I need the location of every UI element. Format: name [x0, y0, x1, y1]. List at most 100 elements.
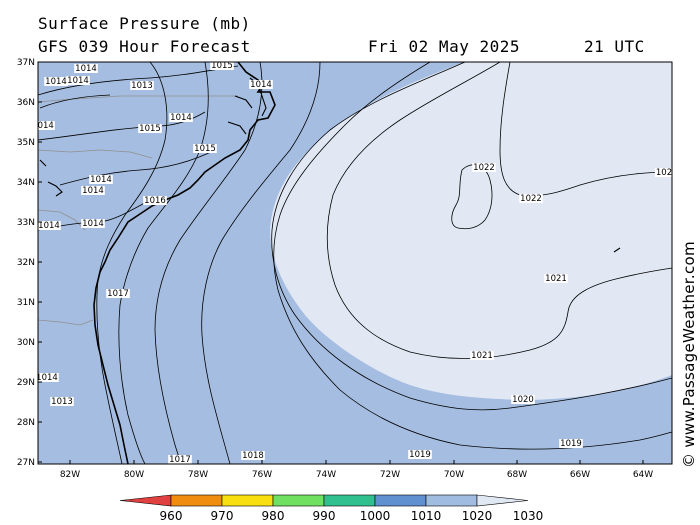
lon-label: 80W: [124, 470, 144, 480]
isobar-label-bg: [559, 439, 583, 448]
lon-label: 82W: [60, 470, 80, 480]
colorbar-label: 970: [211, 509, 234, 523]
lon-label: 66W: [570, 470, 590, 480]
colorbar-label: 980: [262, 509, 285, 523]
isobar-label: 1014: [67, 76, 89, 86]
isobar-label-bg: [38, 121, 55, 130]
isobar-label: 1014: [36, 373, 58, 383]
isobar-label: 1014: [90, 175, 112, 185]
isobar-label: 1014: [82, 186, 104, 196]
isobar-label: 1019: [409, 450, 431, 460]
map-frame: [37, 61, 673, 465]
lon-label: 72W: [380, 470, 400, 480]
colorbar-label: 1020: [462, 509, 493, 523]
colorbar-label: 1000: [360, 509, 391, 523]
lat-label: 36N: [17, 98, 35, 108]
isobar-label-bg: [44, 77, 68, 86]
state-borders: [38, 95, 238, 326]
pressure-band-1020: [270, 62, 672, 400]
colorbar-label: 960: [160, 509, 183, 523]
isobar-label: 1014: [170, 113, 192, 123]
lon-label: 64W: [633, 470, 653, 480]
isobar-label: 1017: [107, 289, 129, 299]
isobar-label: 1021: [471, 351, 493, 361]
isobar-label: 1014: [82, 219, 104, 229]
lat-label: 32N: [17, 258, 35, 268]
isobar-label-bg: [511, 395, 535, 404]
isobar-label: 102: [656, 168, 672, 178]
lat-label: 30N: [17, 338, 35, 348]
colorbar-segment: [374, 494, 427, 507]
isobar-label-bg: [66, 76, 90, 85]
isobar-label-bg: [130, 81, 154, 90]
colorbar-segment: [170, 494, 223, 507]
isobar-label-bg: [408, 450, 432, 459]
isobar-label-bg: [50, 397, 74, 406]
isobar-label-bg: [544, 274, 568, 283]
isobar-label-bg: [74, 64, 98, 73]
lat-label: 28N: [17, 418, 35, 428]
isobar-label-bg: [138, 124, 162, 133]
colorbar-label: 1030: [513, 509, 544, 523]
isobar-label-bg: [38, 373, 59, 382]
latitude-labels: 37N 36N 35N 34N 33N 32N 31N 30N 29N 28N 27N: [17, 58, 42, 468]
colorbar-label: 990: [313, 509, 336, 523]
isobar-label-bg: [168, 455, 192, 464]
isobar-label: 1022: [473, 163, 495, 173]
lon-label: 78W: [188, 470, 208, 480]
colorbar-segment: [323, 494, 376, 507]
isobar-label: 1017: [169, 455, 191, 465]
lat-label: 33N: [17, 218, 35, 228]
isobar-label-bg: [169, 113, 193, 122]
isobar-label-bg: [106, 289, 130, 298]
lat-label: 29N: [17, 378, 35, 388]
colorbar-segment: [272, 494, 325, 507]
isobar-label-bg: [143, 196, 167, 205]
isobar-label: 1018: [242, 451, 264, 461]
forecast-label: GFS 039 Hour Forecast: [38, 37, 251, 56]
isobar-label: 1015: [211, 61, 233, 71]
longitude-labels: 82W 80W 78W 76W 74W 72W 70W 68W 66W 64W: [60, 460, 653, 480]
lat-label: 31N: [17, 298, 35, 308]
lat-label: 35N: [17, 138, 35, 148]
forecast-date: Fri 02 May 2025: [368, 37, 520, 56]
lon-label: 74W: [316, 470, 336, 480]
lat-label: 27N: [17, 458, 35, 468]
isobar-label: 1013: [131, 81, 153, 91]
chart-title: Surface Pressure (mb): [38, 14, 251, 33]
lat-label: 37N: [17, 58, 35, 68]
isobar-label: 1014: [32, 121, 54, 131]
forecast-time: 21 UTC: [584, 37, 645, 56]
colorbar-arrow-right: [476, 494, 529, 507]
isobar-label: 1013: [51, 397, 73, 407]
lon-label: 68W: [507, 470, 527, 480]
lon-label: 76W: [252, 470, 272, 480]
isobar-label-bg: [210, 62, 234, 70]
colorbar-arrow-left: [119, 494, 172, 507]
isobar-label: 1020: [512, 395, 534, 405]
colorbar-segment: [221, 494, 274, 507]
credit-text: © www.PassageWeather.com: [680, 241, 698, 468]
colorbar-segment: [425, 494, 478, 507]
isobar-label: 1021: [545, 274, 567, 284]
isobar-label: 1016: [144, 196, 166, 206]
isobar-label-bg: [654, 168, 672, 177]
isobar-label-bg: [81, 219, 105, 228]
isobar-label-bg: [38, 221, 61, 230]
land-area: [38, 62, 275, 464]
isobar-label: 1015: [194, 144, 216, 154]
isobar-label: 1014: [38, 221, 60, 231]
isobar-label-bg: [519, 194, 543, 203]
isobar-label: 1019: [560, 439, 582, 449]
colorbar: 960 970 980 990 1000 1010 1020 1030: [119, 494, 544, 523]
colorbar-label: 1010: [411, 509, 442, 523]
isobar-label: 1014: [75, 64, 97, 74]
isobar-label-bg: [472, 163, 496, 172]
isobar-label-bg: [81, 186, 105, 195]
lon-label: 70W: [444, 470, 464, 480]
isobar-label: 1014: [250, 80, 272, 90]
isobar-label: 1022: [520, 194, 542, 204]
